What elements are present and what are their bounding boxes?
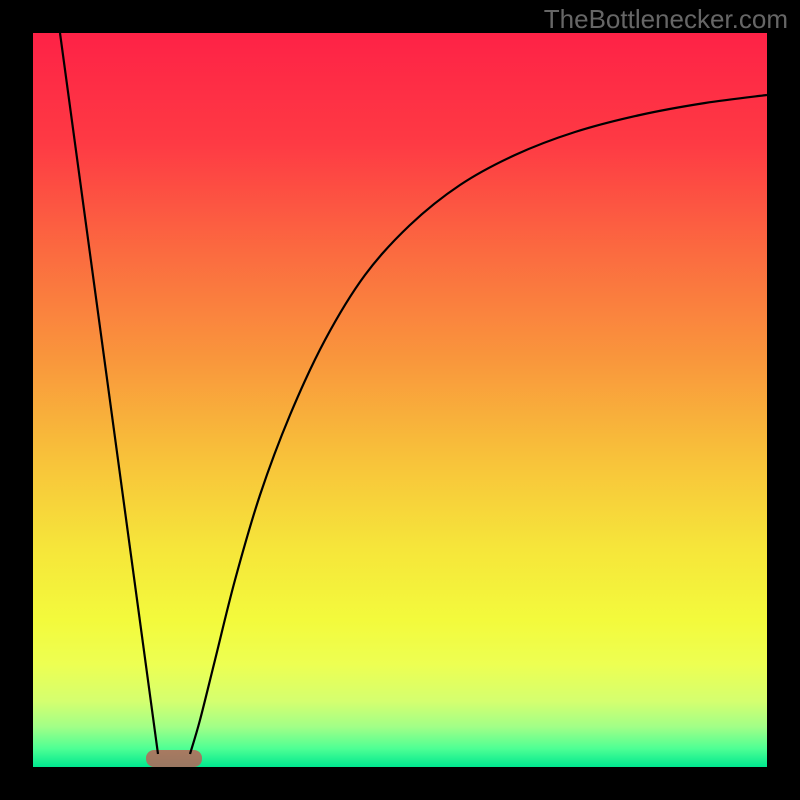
plot-background (33, 33, 767, 767)
trough-marker (146, 750, 202, 767)
watermark-text: TheBottlenecker.com (544, 4, 788, 35)
bottleneck-chart (0, 0, 800, 800)
chart-container: TheBottlenecker.com (0, 0, 800, 800)
